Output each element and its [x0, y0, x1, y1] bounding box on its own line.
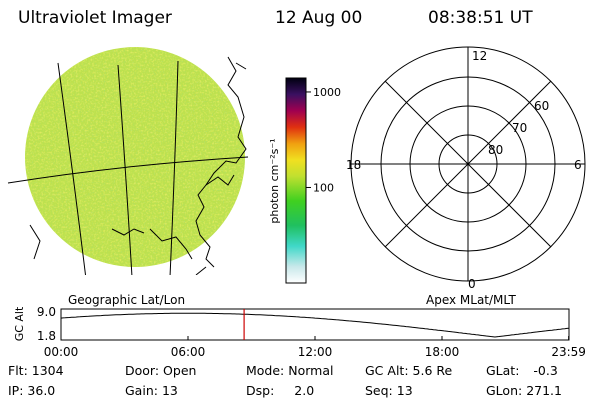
mlat-label-80: 80 — [488, 143, 503, 157]
mlat-label-70: 70 — [512, 121, 527, 135]
date-label: 12 Aug 00 — [275, 8, 363, 28]
altitude-curve — [60, 312, 570, 338]
image-panel-caption: Geographic Lat/Lon — [68, 293, 186, 307]
earth-disk — [25, 47, 245, 267]
status-mode: Mode: Normal — [246, 363, 334, 378]
mlat-label-60: 60 — [534, 99, 549, 113]
status-seq: Seq: 13 — [365, 383, 413, 398]
mlt-label-0: 0 — [468, 277, 476, 291]
status-glat: GLat: -0.3 — [486, 363, 558, 378]
status-gain: Gain: 13 — [125, 383, 178, 398]
status-flt: Flt: 1304 — [8, 363, 64, 378]
uv-earth-image — [7, 47, 249, 275]
mlt-label-6: 6 — [574, 158, 582, 172]
status-ip: IP: 36.0 — [8, 383, 56, 398]
mlt-diagonal-2 — [384, 80, 552, 248]
altitude-ytick-bottom: 1.8 — [37, 329, 56, 343]
altitude-xtick-label: 00:00 — [44, 345, 79, 359]
altitude-xtick-label: 23:59 — [551, 345, 586, 359]
polar-mlat-mlt-plot: 12 6 0 18 60 70 80 — [346, 46, 586, 291]
altitude-ylabel: GC Alt — [13, 306, 26, 341]
colorbar: 1000 100 photon cm⁻²s⁻¹ — [268, 77, 341, 284]
altitude-ytick-top: 9.0 — [37, 305, 56, 319]
mlt-label-18: 18 — [346, 158, 361, 172]
graticule — [7, 60, 249, 275]
instrument-title: Ultraviolet Imager — [18, 8, 172, 28]
status-door: Door: Open — [125, 363, 197, 378]
status-glon: GLon: 271.1 — [486, 383, 562, 398]
colorbar-unit-label: photon cm⁻²s⁻¹ — [268, 138, 281, 223]
altitude-xtick-label: 12:00 — [298, 345, 333, 359]
status-dsp: Dsp: 2.0 — [246, 383, 315, 398]
altitude-xtick-label: 06:00 — [171, 345, 206, 359]
gc-altitude-plot: GC Alt 9.0 1.8 00:00 06:00 12:00 18:00 23:59 — [13, 305, 586, 359]
colorbar-tick-label: 1000 — [313, 86, 341, 99]
colorbar-tick-label: 100 — [313, 181, 334, 194]
time-label: 08:38:51 UT — [428, 8, 533, 28]
colorbar-gradient — [285, 77, 307, 284]
mlt-label-12: 12 — [472, 49, 487, 63]
status-gcalt: GC Alt: 5.6 Re — [365, 363, 453, 378]
polar-panel-caption: Apex MLat/MLT — [426, 293, 516, 307]
coastlines — [29, 56, 247, 275]
altitude-xtick-label: 18:00 — [425, 345, 460, 359]
